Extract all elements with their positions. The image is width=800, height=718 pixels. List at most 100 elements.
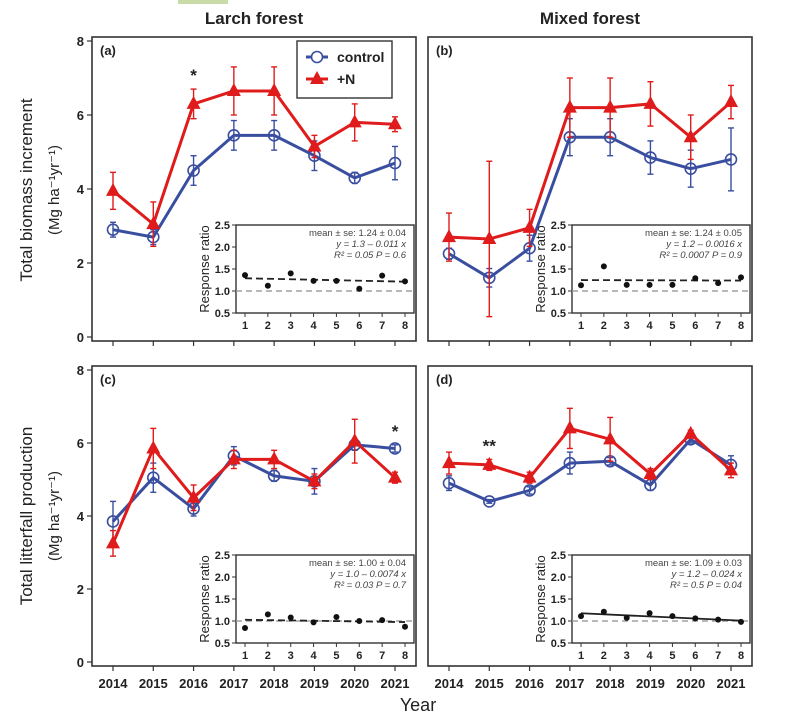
inset-frame [235, 224, 415, 314]
point-nitrogen [442, 455, 456, 469]
inset-y-tick-label: 1.0 [215, 616, 230, 628]
panel-label: (c) [100, 372, 116, 387]
point-control [442, 476, 456, 490]
inset-point [242, 272, 248, 279]
inset-x-tick-label: 8 [738, 320, 744, 332]
inset-point [715, 280, 722, 287]
inset-stat-line: mean ± se: 1.00 ± 0.04 [309, 558, 406, 569]
y-tick-label: 0 [77, 330, 84, 345]
ylabel-bottom-units: (Mg ha⁻¹yr⁻¹) [46, 471, 63, 561]
inset-x-tick-label: 2 [265, 320, 271, 332]
point-nitrogen [267, 451, 282, 465]
point-nitrogen [388, 469, 402, 483]
point-nitrogen [226, 82, 241, 96]
panel-d: 2014 2015 2016 2017 2018 2019 2020 2021 (d) ** 0.5… [427, 365, 753, 691]
inset-x-tick-label: 3 [624, 650, 630, 662]
ylabel-top-units: (Mg ha⁻¹yr⁻¹) [46, 145, 63, 235]
point-nitrogen [683, 425, 698, 439]
point-nitrogen [482, 230, 497, 244]
y-tick-label: 4 [77, 509, 85, 524]
inset-point [578, 282, 584, 289]
series-line-nitrogen [448, 426, 733, 480]
series-line-nitrogen [112, 89, 396, 226]
panel-label: (b) [436, 43, 453, 58]
point-control [684, 162, 698, 175]
y-tick-label: 6 [77, 436, 84, 451]
point-control [106, 515, 120, 528]
inset-stat-line: R² = 0.03 P = 0.7 [334, 580, 407, 591]
inset-x-tick-label: 8 [738, 650, 744, 662]
inset-x-tick-label: 4 [647, 320, 654, 332]
inset-x-tick-label: 7 [379, 320, 385, 332]
ylabel-top: Total biomass increment [17, 98, 36, 282]
inset-point [715, 616, 722, 623]
inset-fit-line [244, 277, 406, 283]
inset-ylabel-group: Response ratio [533, 225, 548, 312]
inset-x-tick-label: 6 [692, 650, 698, 662]
inset-b: 0.5 1.0 1.5 2.0 2.5 1 2 3 4 5 6 7 8 Response ratio mea… [533, 220, 751, 332]
y-tick-label: 2 [77, 256, 84, 271]
inset-x-tick-label: 1 [578, 320, 584, 332]
x-tick-label: 2015 [475, 676, 504, 691]
panel-label: (d) [436, 372, 453, 387]
inset-fit-line [580, 612, 742, 622]
inset-y-tick-label: 1.0 [215, 286, 230, 298]
inset-x-tick-label: 6 [356, 320, 362, 332]
inset-x-tick-label: 8 [402, 650, 408, 662]
x-tick-label: 2016 [179, 676, 208, 691]
ylabel-top-line1: Total biomass increment [17, 98, 36, 282]
inset-frame [235, 554, 415, 644]
inset-point [738, 618, 744, 625]
ylabel-top-line2: (Mg ha⁻¹yr⁻¹) [46, 145, 63, 235]
inset-point [264, 282, 271, 289]
inset-y-tick-label: 1.0 [551, 616, 566, 628]
point-nitrogen [562, 420, 577, 434]
point-nitrogen [482, 456, 497, 470]
x-tick-label: 2014 [435, 676, 465, 691]
series-line-control [112, 133, 396, 239]
significance-marker: * [190, 66, 197, 85]
legend-label: +N [337, 71, 355, 87]
inset-point [623, 614, 630, 621]
inset-point [646, 610, 653, 617]
inset-y-tick-label: 2.0 [215, 242, 230, 254]
inset-y-tick-label: 2.5 [215, 550, 230, 562]
inset-ylabel: Response ratio [197, 555, 212, 642]
inset-x-tick-label: 7 [379, 650, 385, 662]
point-control [388, 442, 402, 455]
y-tick-label: 2 [77, 582, 84, 597]
inset-x-tick-label: 5 [669, 650, 675, 662]
inset-point [692, 275, 699, 282]
point-nitrogen [603, 99, 618, 113]
point-nitrogen [562, 99, 577, 113]
inset-point [646, 281, 653, 288]
x-tick-label: 2014 [99, 676, 129, 691]
point-control [267, 129, 281, 142]
series-line-control [448, 135, 732, 280]
inset-x-tick-label: 2 [601, 650, 607, 662]
inset-point [600, 608, 607, 615]
inset-x-tick-label: 4 [311, 320, 318, 332]
inset-point [402, 623, 408, 630]
top-edge-artifact [178, 0, 228, 4]
point-nitrogen [106, 182, 120, 196]
x-tick-label: 2015 [139, 676, 168, 691]
inset-ylabel: Response ratio [197, 225, 212, 312]
inset-x-tick-label: 3 [288, 650, 294, 662]
point-control [106, 223, 120, 236]
inset-point [379, 272, 386, 279]
inset-point [310, 619, 317, 626]
ylabel-bottom-line1: Total litterfall production [17, 427, 36, 606]
inset-point [669, 281, 676, 288]
point-nitrogen [347, 114, 362, 128]
inset-x-tick-label: 6 [692, 320, 698, 332]
inset-c: 0.5 1.0 1.5 2.0 2.5 1 2 3 4 5 6 7 8 Response ratio mea… [197, 550, 415, 662]
inset-stat-line: mean ± se: 1.24 ± 0.04 [309, 228, 406, 239]
point-control [482, 495, 496, 508]
series-line-control [448, 437, 732, 503]
point-nitrogen [522, 219, 537, 233]
inset-point [242, 625, 248, 632]
inset-x-tick-label: 4 [311, 650, 318, 662]
inset-stat-line: mean ± se: 1.24 ± 0.05 [645, 228, 742, 239]
x-tick-label: 2020 [340, 676, 369, 691]
